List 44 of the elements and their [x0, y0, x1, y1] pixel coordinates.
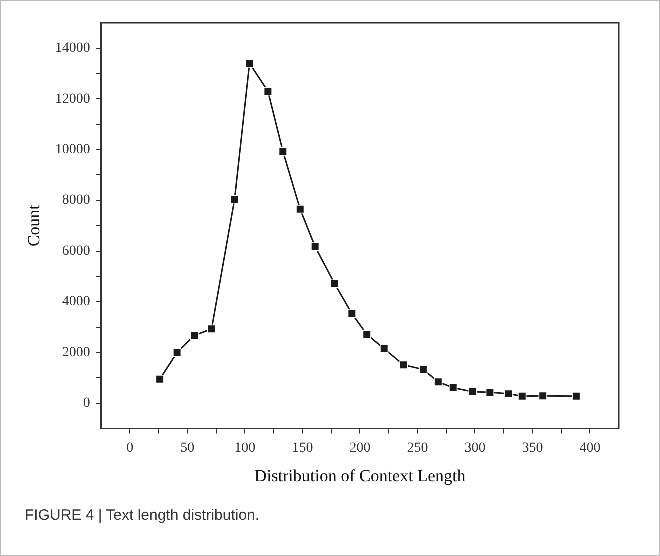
point	[330, 280, 340, 288]
x-tick-label: 200	[350, 440, 371, 456]
point	[504, 390, 513, 398]
point	[208, 324, 216, 334]
y-tick-label: 6000	[62, 244, 90, 259]
point	[486, 388, 494, 397]
point	[278, 147, 288, 156]
point	[468, 388, 478, 396]
x-tick-label: 0	[126, 440, 134, 456]
x-tick-label: 250	[407, 440, 428, 456]
point	[572, 392, 581, 401]
point	[348, 310, 356, 318]
point	[245, 59, 254, 68]
caption: FIGURE 4 | Text length distribution.	[25, 507, 260, 524]
point	[434, 378, 443, 386]
point	[380, 344, 389, 354]
y-tick-label: 4000	[62, 294, 90, 310]
point	[400, 360, 408, 370]
point	[264, 87, 272, 96]
y-axis-title: Count	[24, 204, 44, 247]
x-tick-label: 150	[292, 440, 314, 456]
x-tick-label: 350	[522, 440, 544, 456]
y-tick-label: 14000	[55, 41, 90, 56]
point	[311, 242, 320, 252]
x-tick-label: 300	[464, 440, 486, 456]
y-tick-label: 10000	[55, 142, 90, 158]
point	[538, 392, 548, 400]
y-tick-label: 12000	[55, 92, 90, 107]
y-tick-label: 0	[83, 396, 90, 412]
x-tick-label: 100	[234, 440, 256, 456]
x-tick-label: 50	[180, 440, 195, 456]
x-tick-label: 400	[580, 440, 601, 456]
point	[419, 365, 428, 374]
point	[296, 205, 305, 214]
point	[230, 195, 240, 204]
y-tick-label: 2000	[62, 345, 90, 360]
x-axis-title: Distribution of Context Length	[254, 466, 466, 486]
point	[190, 331, 199, 340]
point	[518, 392, 527, 401]
point	[156, 375, 164, 384]
y-tick-label: 8000	[62, 193, 90, 208]
point	[362, 330, 372, 339]
point	[173, 348, 182, 357]
point	[449, 384, 458, 392]
